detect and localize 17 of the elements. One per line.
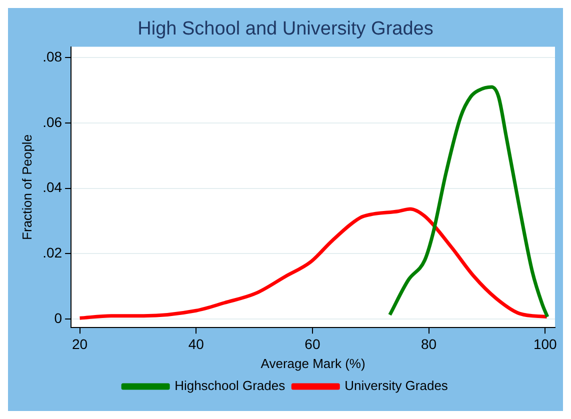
x-tick-label: 80 [420, 336, 437, 352]
x-tick-label: 100 [533, 336, 558, 352]
line-series [388, 85, 550, 319]
line-series [78, 207, 549, 320]
chart-title: High School and University Grades [138, 18, 434, 40]
x-tick-label: 20 [72, 336, 88, 352]
x-tick-label: 40 [188, 336, 204, 352]
legend-label: University Grades [344, 378, 448, 394]
y-tick-label: .08 [42, 48, 62, 64]
y-tick-label: 0 [54, 310, 62, 326]
y-tick-label: .04 [42, 179, 62, 196]
y-tick-label: .02 [42, 244, 62, 261]
x-tick-label: 60 [304, 336, 320, 352]
x-axis-title: Average Mark (%) [260, 356, 366, 371]
y-tick-label: .06 [42, 114, 62, 130]
legend-label: Highschool Grades [174, 378, 286, 394]
y-axis-title: Fraction of People [19, 134, 34, 240]
